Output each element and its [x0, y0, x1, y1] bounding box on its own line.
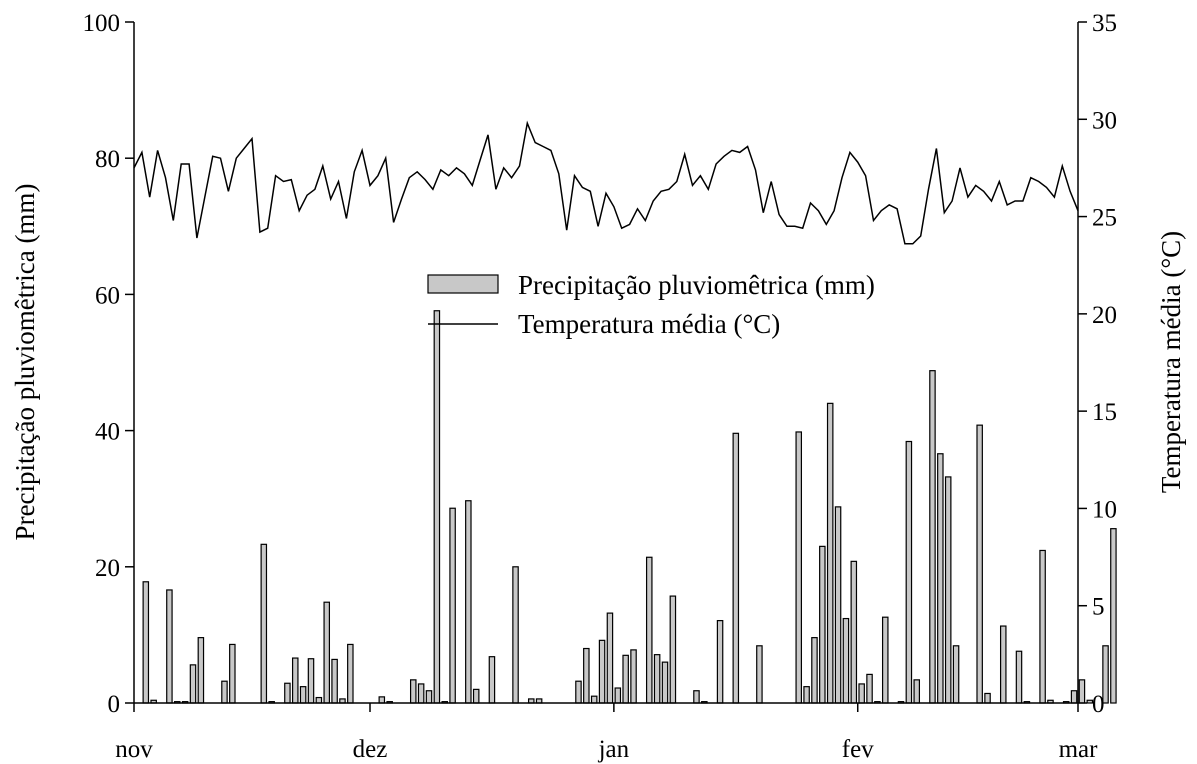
precipitation-bar: [834, 506, 842, 704]
precipitation-bar: [378, 696, 386, 704]
precipitation-bar: [221, 680, 228, 704]
precipitation-bar: [1070, 690, 1078, 704]
left-tick-label: 80: [95, 146, 120, 173]
precipitation-bar: [284, 682, 291, 704]
precipitation-bar: [1086, 699, 1094, 704]
precipitation-bar: [1015, 650, 1023, 704]
precipitation-bar: [630, 649, 637, 704]
precipitation-bar: [716, 619, 724, 704]
legend-bar-swatch: [427, 274, 499, 294]
right-axis-title: Temperatura média (°C): [1156, 231, 1186, 493]
precipitation-bar: [842, 617, 850, 704]
x-tick-label: mar: [1059, 736, 1099, 763]
precipitation-bar: [929, 370, 936, 704]
precipitation-bar: [229, 643, 236, 704]
precipitation-bar: [299, 686, 307, 704]
precipitation-bar: [189, 664, 197, 704]
legend: Precipitação pluviomêtrica (mm) Temperat…: [427, 270, 875, 339]
legend-label-precipitation: Precipitação pluviomêtrica (mm): [518, 270, 875, 300]
precipitation-bar: [905, 440, 913, 704]
precipitation-bar: [465, 500, 472, 704]
precipitation-bar: [291, 657, 299, 704]
left-tick-label: 100: [83, 10, 121, 37]
precipitation-bar: [622, 654, 629, 704]
precipitation-bar: [645, 556, 653, 704]
precipitation-bar: [614, 687, 622, 704]
precipitation-bar: [858, 683, 865, 704]
precipitation-bar: [1110, 528, 1117, 704]
precipitation-bar: [606, 612, 614, 704]
precipitation-bar: [1039, 549, 1046, 704]
precipitation-bar: [999, 625, 1007, 704]
precipitation-bar: [850, 560, 858, 704]
precipitation-bar: [449, 507, 456, 704]
precipitation-bar: [984, 692, 991, 704]
x-axis-ticks: nov dez jan fev mar: [115, 703, 1098, 763]
precipitation-bars: [142, 310, 1117, 704]
precipitation-bar: [1078, 679, 1086, 704]
precipitation-bar: [425, 690, 433, 704]
right-tick-label: 15: [1092, 399, 1117, 426]
precipitation-bar: [803, 686, 810, 704]
precipitation-bar: [575, 680, 582, 704]
left-tick-label: 60: [95, 282, 120, 309]
precipitation-bar: [669, 595, 677, 704]
precipitation-bar: [693, 690, 700, 704]
precipitation-bar: [583, 647, 590, 704]
precipitation-bar: [417, 683, 425, 704]
precipitation-bar: [952, 645, 960, 704]
precipitation-bar: [347, 643, 354, 704]
precipitation-bar: [598, 639, 606, 704]
precipitation-bar: [590, 695, 598, 704]
precipitation-bar: [409, 679, 417, 704]
right-tick-label: 0: [1092, 691, 1105, 718]
right-tick-label: 30: [1092, 107, 1117, 134]
precipitation-bar: [197, 637, 205, 704]
precipitation-bar: [307, 658, 315, 704]
left-axis-title: Precipitação pluviomêtrica (mm): [10, 184, 40, 541]
left-axis-ticks: 0 20 40 60 80 100: [83, 10, 134, 718]
precipitation-bar: [756, 645, 763, 704]
temperature-line: [133, 120, 1079, 245]
x-tick-label: dez: [353, 736, 388, 763]
precipitation-bar: [653, 654, 661, 704]
right-tick-label: 5: [1092, 594, 1105, 621]
precipitation-bar: [661, 661, 669, 704]
precipitation-bar: [1102, 645, 1109, 704]
precipitation-bar: [866, 673, 873, 704]
left-tick-label: 20: [95, 555, 120, 582]
precipitation-bar: [472, 688, 480, 704]
precipitation-bar: [937, 453, 944, 704]
right-tick-label: 25: [1092, 205, 1117, 232]
precipitation-bar: [881, 616, 889, 704]
precipitation-bar: [976, 424, 983, 704]
right-tick-label: 20: [1092, 302, 1117, 329]
right-tick-label: 10: [1092, 496, 1117, 523]
precipitation-bar: [331, 658, 338, 704]
precipitation-bar: [166, 589, 173, 704]
precipitation-bar: [488, 656, 496, 704]
x-tick-label: fev: [842, 736, 874, 763]
left-tick-label: 40: [95, 419, 120, 446]
precipitation-bar: [315, 696, 323, 704]
precipitation-bar: [323, 601, 331, 704]
precipitation-bar: [512, 566, 519, 704]
precipitation-bar: [944, 476, 952, 704]
right-axis-ticks: 0 5 10 15 20 25 30 35: [1078, 10, 1117, 718]
x-tick-label: jan: [598, 736, 630, 763]
right-tick-label: 35: [1092, 10, 1117, 37]
precipitation-bar: [811, 637, 818, 704]
x-tick-label: nov: [115, 736, 153, 763]
precipitation-bar: [260, 543, 268, 704]
precipitation-bar: [433, 310, 441, 704]
precipitation-bar: [142, 581, 150, 704]
left-tick-label: 0: [108, 691, 121, 718]
precipitation-bar: [826, 402, 834, 704]
legend-label-temperature: Temperatura média (°C): [518, 309, 780, 339]
precipitation-bar: [819, 545, 826, 704]
precipitation-bar: [732, 432, 740, 704]
precipitation-bar: [913, 679, 921, 704]
precipitation-bar: [795, 431, 803, 704]
